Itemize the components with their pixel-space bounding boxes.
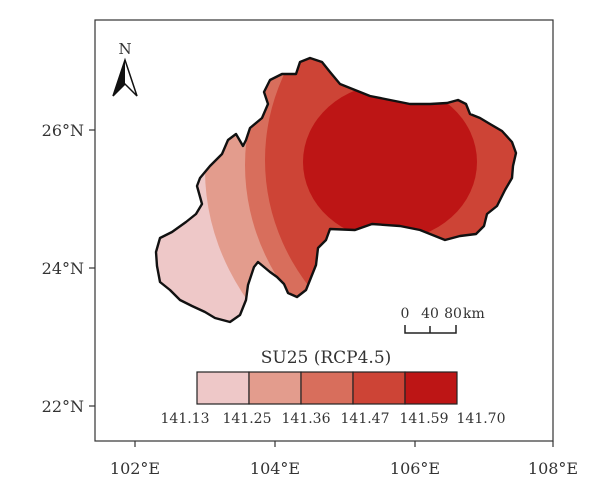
legend-break-1: 141.13 [161,411,210,427]
north-arrow: N [112,40,138,97]
lat-label-26: 26°N [42,121,84,140]
lat-label-22: 22°N [42,397,84,416]
legend-break-4: 141.47 [341,411,390,427]
legend: SU25 (RCP4.5) 141.13 141.25 141.36 141.4… [161,348,506,427]
legend-break-2: 141.25 [223,411,272,427]
legend-swatch-3 [300,371,354,405]
lon-label-104: 104°E [250,459,300,478]
scale-bar: 0 40 80 km [401,306,485,334]
region-boundary [154,56,518,324]
legend-title: SU25 (RCP4.5) [261,348,392,368]
legend-break-5: 141.59 [400,411,449,427]
north-arrow-icon-fill [113,60,125,96]
band-class-5 [303,84,477,240]
legend-swatch-5 [404,371,458,405]
lon-label-108: 108°E [528,459,578,478]
legend-break-3: 141.36 [282,411,331,427]
scale-label-0: 0 [401,306,410,322]
legend-swatch-4 [352,371,406,405]
scale-label-80: 80 [444,306,462,322]
lon-label-106: 106°E [390,459,440,478]
lon-label-102: 102°E [110,459,160,478]
legend-swatch-1 [196,371,250,405]
legend-swatch-2 [248,371,302,405]
scale-bar-line [404,325,457,334]
legend-break-6: 141.70 [457,411,506,427]
scale-label-40: 40 [421,306,439,322]
north-label: N [118,40,131,58]
axis-ticks [89,129,554,447]
lat-label-24: 24°N [42,259,84,278]
scale-unit: km [463,306,485,322]
